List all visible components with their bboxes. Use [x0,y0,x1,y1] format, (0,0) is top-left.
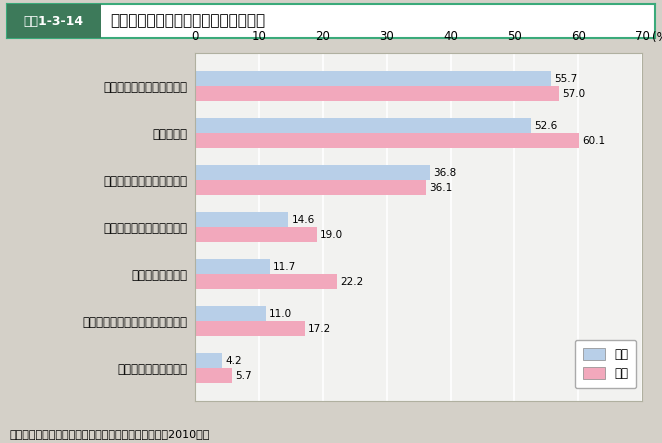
Text: 4.2: 4.2 [225,355,242,365]
Bar [195,321,305,336]
Bar [195,306,265,321]
Bar [195,165,430,180]
Text: 55.7: 55.7 [554,74,577,84]
Bar [195,86,559,101]
Text: 19.0: 19.0 [320,229,343,240]
Bar [195,118,531,133]
Bar [195,212,289,227]
Text: 11.7: 11.7 [273,261,297,272]
Bar [195,353,222,368]
Text: 60.1: 60.1 [582,136,605,146]
Text: 「恋人が欲しい」と思わない人の理由: 「恋人が欲しい」と思わない人の理由 [111,14,265,28]
Text: 14.6: 14.6 [292,214,315,225]
Text: 36.8: 36.8 [434,167,457,178]
Text: 図表1-3-14: 図表1-3-14 [23,15,83,27]
Text: 52.6: 52.6 [534,120,557,131]
Bar [195,227,316,242]
Bar [195,71,551,86]
Text: 11.0: 11.0 [269,308,292,319]
Text: 36.1: 36.1 [429,183,452,193]
Bar [7,4,101,38]
Legend: 男性, 女性: 男性, 女性 [575,339,636,388]
Bar [195,274,337,289]
Bar [195,133,579,148]
Text: 資料：内閣府「結婚・家族形成に関する意識調査」（2010年）: 資料：内閣府「結婚・家族形成に関する意識調査」（2010年） [10,428,211,439]
Text: 22.2: 22.2 [340,276,363,287]
Text: 5.7: 5.7 [235,370,252,381]
Bar [195,259,270,274]
Bar [195,180,426,195]
Text: 57.0: 57.0 [562,89,585,99]
Text: (%): (%) [651,31,662,44]
Text: 17.2: 17.2 [308,323,332,334]
Bar [195,368,232,383]
